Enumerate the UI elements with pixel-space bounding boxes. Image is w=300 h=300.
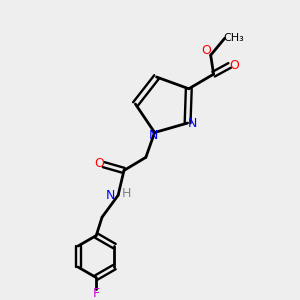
Text: O: O (229, 59, 239, 72)
Text: N: N (188, 117, 197, 130)
Text: N: N (148, 129, 158, 142)
Text: N: N (106, 189, 116, 202)
Text: H: H (122, 187, 131, 200)
Text: CH₃: CH₃ (224, 33, 244, 43)
Text: F: F (93, 287, 100, 300)
Text: O: O (201, 44, 211, 57)
Text: O: O (94, 157, 104, 170)
